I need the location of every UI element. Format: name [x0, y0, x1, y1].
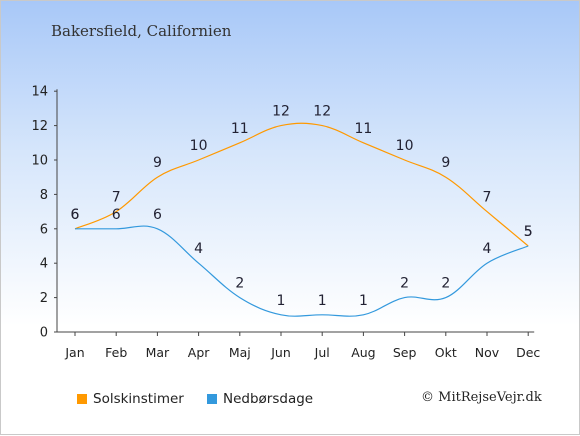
data-label-rain-days: 4	[194, 241, 203, 257]
data-label-sunshine: 6	[71, 207, 80, 223]
x-tick-label: Jan	[64, 345, 84, 360]
legend-swatch-rain-days	[207, 394, 217, 404]
x-tick-label: Apr	[188, 345, 210, 360]
y-tick-label: 8	[40, 188, 48, 203]
data-label-rain-days: 2	[441, 276, 450, 292]
x-tick-label: Nov	[475, 345, 500, 360]
x-tick-label: Okt	[435, 345, 457, 360]
data-label-rain-days: 2	[400, 276, 409, 292]
y-tick-label: 14	[31, 85, 48, 100]
legend-swatch-sunshine	[77, 394, 87, 404]
data-label-rain-days: 2	[235, 276, 244, 292]
data-label-sunshine: 9	[441, 155, 450, 171]
y-tick-label: 0	[40, 326, 48, 341]
y-tick-label: 2	[40, 291, 48, 306]
y-tick-label: 12	[31, 119, 48, 134]
y-tick-label: 4	[40, 257, 48, 272]
y-tick-label: 10	[31, 154, 48, 169]
data-label-rain-days: 5	[524, 224, 533, 240]
data-label-sunshine: 12	[272, 104, 290, 120]
x-tick-label: Aug	[351, 345, 375, 360]
legend-item-sunshine: Solskinstimer	[77, 391, 184, 407]
data-label-sunshine: 10	[396, 138, 414, 154]
series-line-sunshine	[74, 122, 529, 247]
data-label-rain-days: 6	[153, 207, 162, 223]
legend-label-rain-days: Nedbørsdage	[223, 391, 314, 407]
copyright-text[interactable]: © MitRejseVejr.dk	[421, 390, 542, 405]
data-label-sunshine: 5	[524, 224, 533, 240]
x-tick-label: Jun	[270, 345, 291, 360]
data-label-rain-days: 6	[71, 207, 80, 223]
y-tick-label: 6	[40, 222, 48, 237]
data-label-sunshine: 11	[231, 121, 249, 137]
data-label-rain-days: 6	[112, 207, 121, 223]
data-label-sunshine: 9	[153, 155, 162, 171]
data-label-sunshine: 7	[483, 190, 492, 206]
x-tick-label: Maj	[229, 345, 251, 360]
data-label-sunshine: 11	[354, 121, 372, 137]
x-tick-label: Sep	[393, 345, 417, 360]
data-label-rain-days: 1	[277, 293, 286, 309]
legend-label-sunshine: Solskinstimer	[93, 391, 184, 407]
data-label-sunshine: 7	[112, 190, 121, 206]
x-tick-label: Mar	[146, 345, 170, 360]
chart-title: Bakersfield, Californien	[51, 22, 232, 40]
x-tick-label: Dec	[516, 345, 540, 360]
data-label-rain-days: 1	[359, 293, 368, 309]
legend-item-rain-days: Nedbørsdage	[207, 391, 313, 407]
data-label-rain-days: 1	[318, 293, 327, 309]
x-tick-label: Jul	[314, 345, 330, 360]
data-label-rain-days: 4	[483, 241, 492, 257]
series-line-rain-days	[74, 225, 529, 317]
data-label-sunshine: 10	[190, 138, 208, 154]
data-label-sunshine: 12	[313, 104, 331, 120]
x-tick-label: Feb	[105, 345, 127, 360]
